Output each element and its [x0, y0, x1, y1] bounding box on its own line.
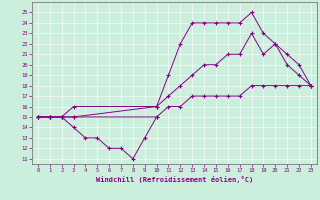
X-axis label: Windchill (Refroidissement éolien,°C): Windchill (Refroidissement éolien,°C) — [96, 176, 253, 183]
